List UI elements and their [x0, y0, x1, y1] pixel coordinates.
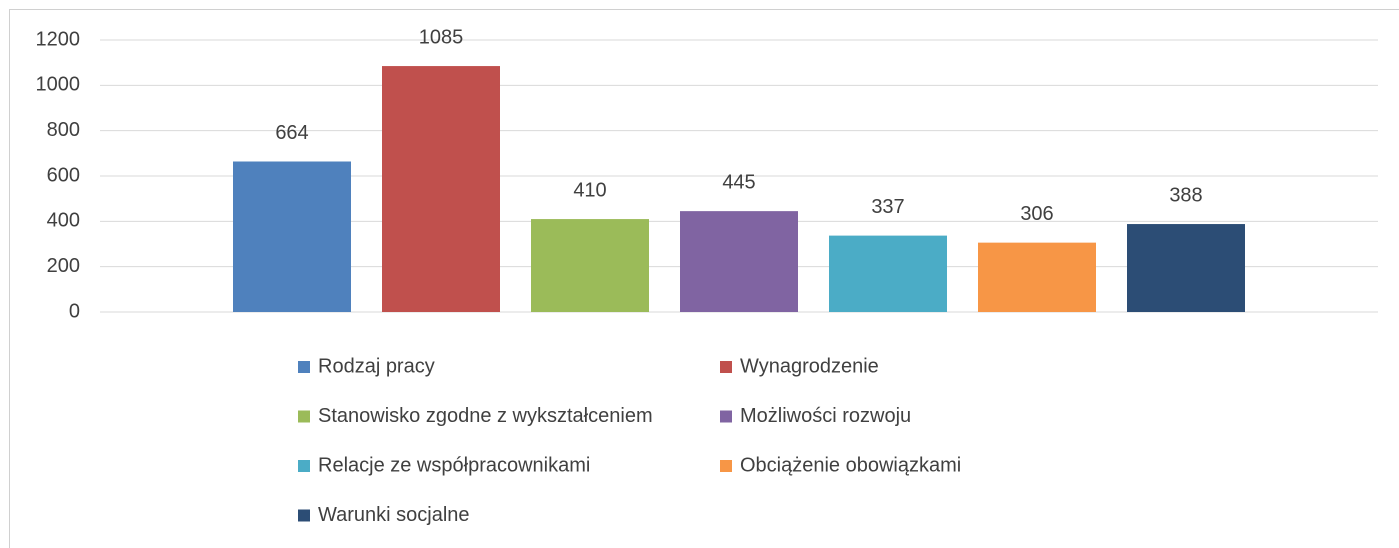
y-tick-label: 1200 — [36, 28, 81, 50]
legend-swatch — [720, 460, 732, 472]
data-label: 306 — [1020, 203, 1053, 225]
bar — [829, 235, 947, 312]
y-tick-label: 0 — [69, 300, 80, 322]
legend-label: Rodzaj pracy — [318, 355, 435, 377]
y-tick-label: 1000 — [36, 74, 81, 96]
data-label: 445 — [722, 171, 755, 193]
legend-swatch — [298, 410, 310, 423]
legend-swatch — [720, 361, 732, 373]
data-label: 1085 — [419, 26, 464, 48]
legend-label: Relacje ze współpracownikami — [318, 454, 590, 476]
legend-swatch — [298, 361, 310, 373]
data-label: 410 — [573, 179, 606, 201]
bar — [1127, 224, 1245, 312]
y-tick-label: 600 — [47, 164, 80, 186]
y-tick-label: 200 — [47, 255, 80, 277]
legend-label: Wynagrodzenie — [740, 355, 879, 377]
bar — [978, 242, 1096, 312]
legend-label: Warunki socjalne — [318, 504, 470, 526]
legend-swatch — [298, 460, 310, 472]
legend-label: Stanowisko zgodne z wykształceniem — [318, 405, 653, 427]
data-label: 664 — [275, 122, 308, 144]
legend-label: Obciążenie obowiązkami — [740, 454, 961, 476]
y-tick-label: 400 — [47, 210, 80, 232]
legend-swatch — [720, 410, 732, 423]
y-tick-label: 800 — [47, 119, 80, 141]
legend-label: Możliwości rozwoju — [740, 405, 911, 427]
bar — [382, 66, 500, 312]
data-label: 337 — [871, 196, 904, 218]
bar — [233, 161, 351, 312]
legend-swatch — [298, 509, 310, 522]
chart-border — [9, 9, 1399, 548]
bar — [531, 219, 649, 312]
bar — [680, 211, 798, 312]
data-label: 388 — [1169, 184, 1202, 206]
